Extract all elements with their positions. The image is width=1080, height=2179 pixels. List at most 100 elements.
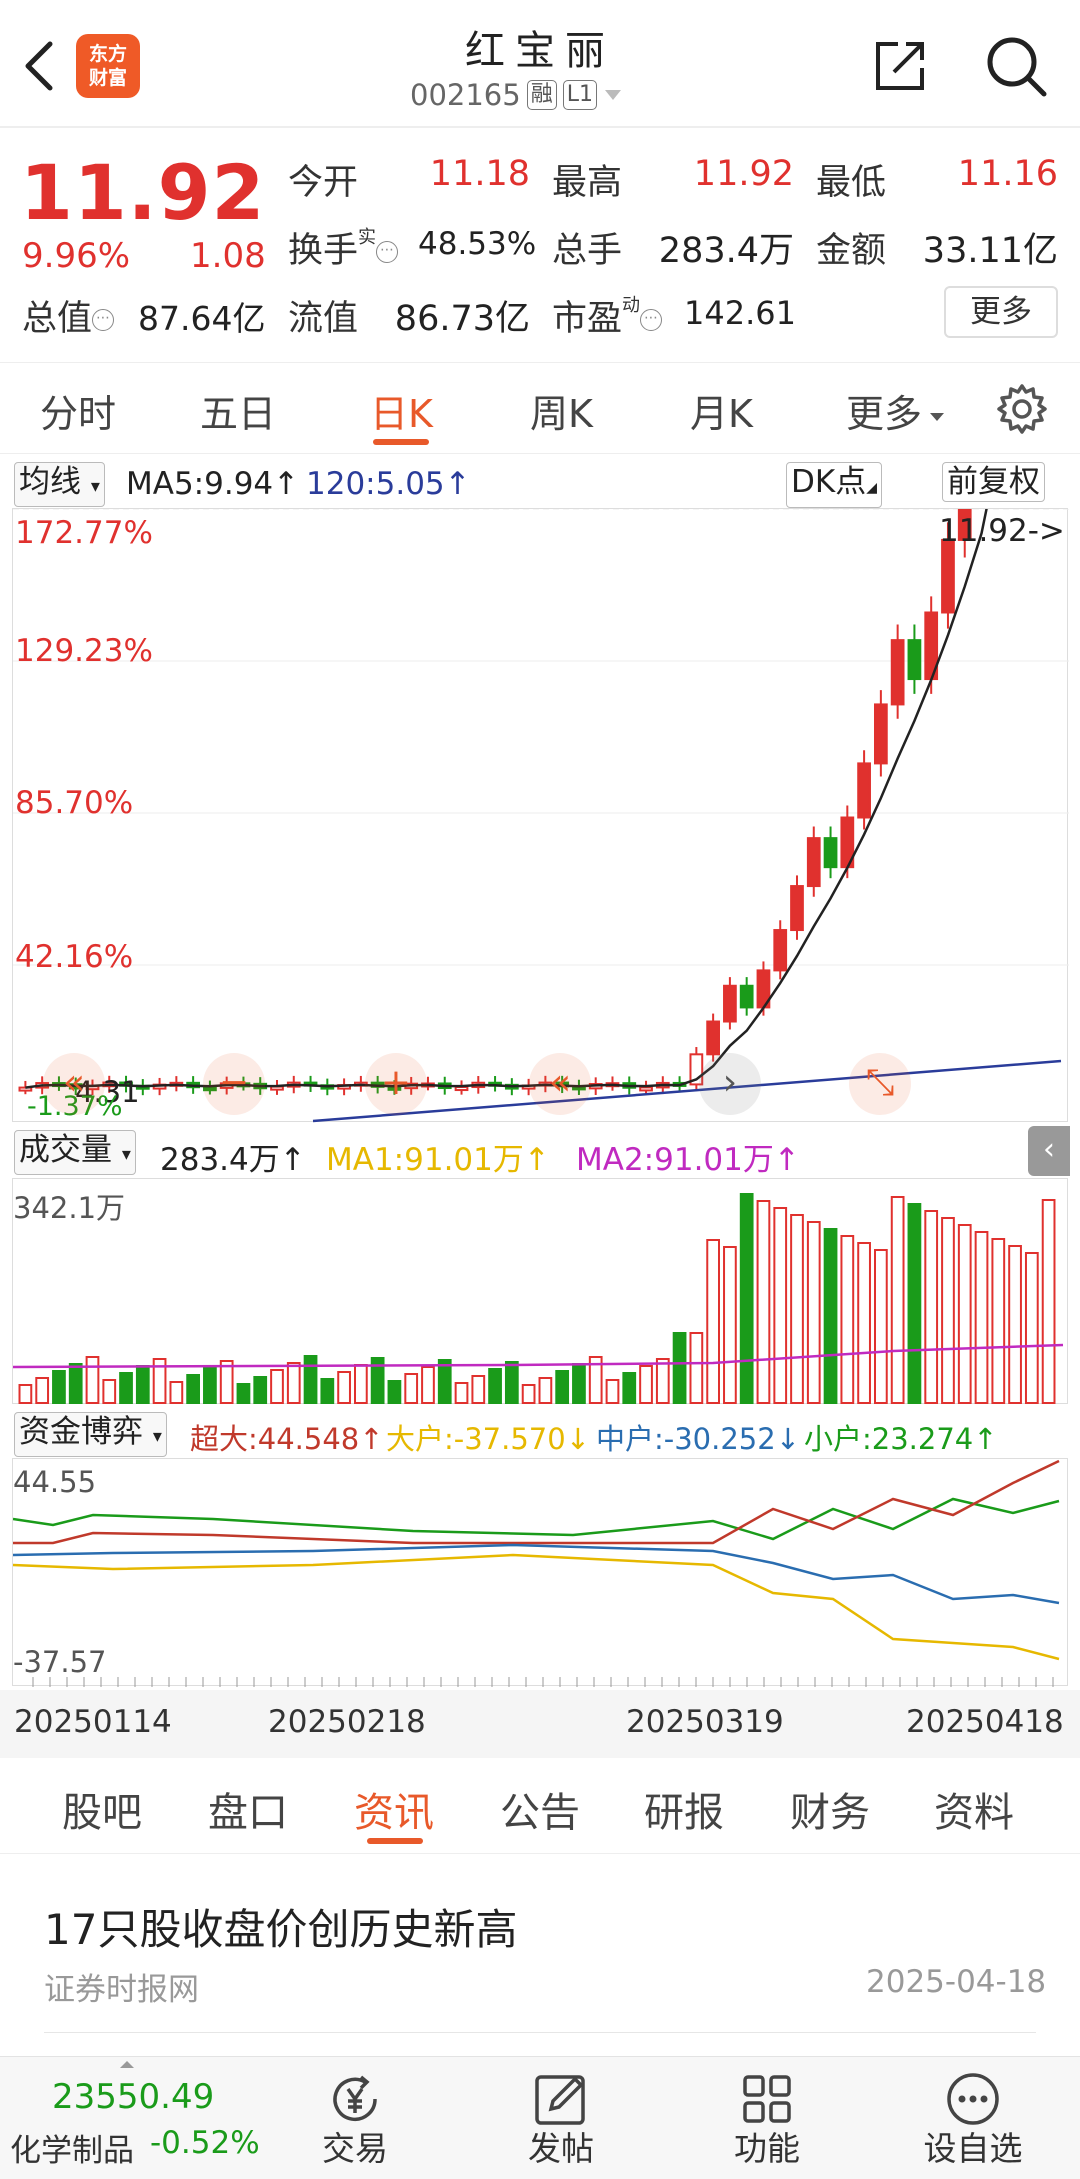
dk-label: DK点 (791, 464, 867, 500)
date-label-4: 20250418 (906, 1704, 1064, 1740)
expand-chart-button[interactable]: ⤡ (849, 1053, 911, 1115)
candle-body (773, 929, 788, 972)
zoom-in-button[interactable]: + (365, 1053, 427, 1115)
zoom-out-button[interactable]: − (203, 1053, 265, 1115)
tab-profile[interactable]: 资料 (934, 1790, 1014, 1836)
volume-bar (303, 1355, 318, 1404)
volume-bar (135, 1365, 150, 1404)
tab-five-day[interactable]: 五日 (200, 392, 277, 436)
chart-settings-button[interactable] (996, 383, 1048, 439)
low-price-tag: 4.31 (75, 1075, 140, 1109)
amount-value: 33.11亿 (922, 231, 1058, 271)
tab-forum[interactable]: 股吧 (62, 1790, 142, 1836)
sector-index-widget[interactable]: 23550.49 化学制品 -0.52% (0, 2057, 270, 2179)
volume-legend: 283.4万↑ (160, 1142, 306, 1178)
ma-legend-row: 均线 ▾ MA5:9.94↑ 120:5.05↑ DK点◢ 前复权 (0, 458, 1080, 508)
share-button[interactable] (872, 38, 928, 94)
high-value: 11.92 (693, 154, 794, 194)
info-dots-icon[interactable]: ⋯ (92, 309, 115, 331)
vol-ma2-value: MA2:91.01万 (576, 1142, 774, 1178)
volume-bar (404, 1373, 419, 1404)
float-label: 流值 (288, 299, 359, 339)
fund-flow-chart[interactable]: 44.55 -37.57 (12, 1458, 1068, 1687)
candle-body (790, 885, 804, 932)
volume-bar (488, 1368, 502, 1404)
pct-label-2: 129.23% (15, 633, 153, 669)
turnover-label: 换手实⋯ (288, 222, 399, 273)
search-button[interactable] (984, 34, 1048, 98)
volume-bar (639, 1365, 653, 1404)
sector-change: -0.52% (150, 2125, 260, 2161)
tab-financials[interactable]: 财务 (790, 1790, 870, 1836)
functions-button[interactable]: 功能 (692, 2057, 842, 2179)
tab-research[interactable]: 研报 (644, 1790, 724, 1836)
header-bar: 东方 财富 红宝丽 002165 融 L1 (0, 0, 1080, 128)
more-button[interactable]: 更多 (944, 286, 1058, 338)
tab-news[interactable]: 资讯 (354, 1790, 434, 1836)
info-dots-icon[interactable]: ⋯ (640, 309, 663, 331)
back-button[interactable] (18, 38, 62, 94)
scroll-left-button[interactable]: « (43, 1053, 105, 1115)
volume-bar (504, 1361, 519, 1404)
app-logo: 东方 财富 (76, 34, 140, 98)
triangle-down-icon (930, 412, 945, 421)
volume-bar (672, 1332, 687, 1404)
fund-flow-dropdown-label: 资金博弈 (19, 1414, 143, 1450)
fund-flow-dropdown[interactable]: 资金博弈 ▾ (14, 1412, 167, 1457)
volume-bar (320, 1378, 335, 1404)
volume-dropdown[interactable]: 成交量 ▾ (14, 1130, 136, 1175)
tab-monthly-k[interactable]: 月K (690, 392, 753, 436)
scroll-back-button[interactable]: « (529, 1053, 591, 1115)
news-item[interactable]: 17只股收盘价创历史新高 证券时报网 2025-04-18 (0, 1856, 1080, 2056)
dk-point-dropdown[interactable]: DK点◢ (786, 462, 882, 508)
adjust-dropdown[interactable]: 前复权 (942, 462, 1045, 502)
tab-daily-k[interactable]: 日K (370, 392, 433, 436)
gear-icon (997, 384, 1047, 434)
ma-dropdown[interactable]: 均线 ▾ (14, 462, 105, 507)
super-large-line (13, 1459, 1060, 1545)
kline-chart[interactable]: 172.77% 129.23% 85.70% 42.16% 11.92-> 4.… (12, 0, 1069, 1123)
volume-bar (957, 1224, 972, 1404)
edit-icon (535, 2075, 585, 2125)
candle-body (874, 703, 888, 765)
period-tabs: 分时 五日 日K 周K 月K 更多 (0, 362, 1080, 454)
pe-sup: 动 (622, 295, 641, 317)
volume-bar (538, 1377, 553, 1404)
tab-weekly-k[interactable]: 周K (530, 392, 593, 436)
volume-chart[interactable]: 342.1万 (12, 1178, 1068, 1404)
bottom-bar: 23550.49 化学制品 -0.52% 交易 发帖 功能 设自选 (0, 2056, 1080, 2179)
volume-bar (286, 1362, 301, 1404)
candle-body (706, 1020, 720, 1056)
post-button[interactable]: 发帖 (486, 2057, 636, 2179)
mcap-value: 87.64亿 (138, 299, 266, 338)
margin-tag: 融 (526, 80, 557, 110)
active-tab-indicator (367, 1838, 423, 1844)
volume-bar (270, 1369, 284, 1404)
stock-code-row[interactable]: 002165 融 L1 (410, 78, 623, 112)
trade-button[interactable]: 交易 (280, 2057, 430, 2179)
volume-bar (622, 1372, 637, 1404)
date-label-1: 20250114 (14, 1704, 172, 1740)
info-dots-icon[interactable]: ⋯ (376, 241, 399, 263)
tab-order-book[interactable]: 盘口 (208, 1790, 288, 1836)
volume-bar (555, 1370, 570, 1404)
volume-bar (354, 1364, 368, 1404)
volume-bar (756, 1200, 771, 1404)
active-tab-indicator (373, 439, 429, 445)
news-title[interactable]: 17只股收盘价创历史新高 (44, 1905, 518, 1954)
ma5-legend: MA5:9.94↑ (126, 466, 300, 502)
volume-bar (421, 1366, 435, 1404)
vol-ma2-legend: MA2:91.01万↑ (576, 1142, 800, 1178)
scroll-right-button[interactable]: › (699, 1053, 761, 1115)
collapse-panel-button[interactable]: ‹ (1028, 1126, 1070, 1176)
triangle-down-icon: ▾ (90, 476, 100, 497)
tab-intraday[interactable]: 分时 (40, 392, 117, 436)
tab-announcements[interactable]: 公告 (500, 1790, 580, 1836)
pct-label-3: 85.70% (15, 785, 134, 821)
add-watchlist-button[interactable]: 设自选 (898, 2057, 1048, 2179)
tab-more[interactable]: 更多 (846, 383, 946, 438)
pct-label-top: 172.77% (15, 515, 153, 551)
volume-bar (18, 1384, 33, 1404)
volume-value: 283.4万 (658, 231, 794, 271)
flow-max-label: 44.55 (13, 1465, 97, 1499)
